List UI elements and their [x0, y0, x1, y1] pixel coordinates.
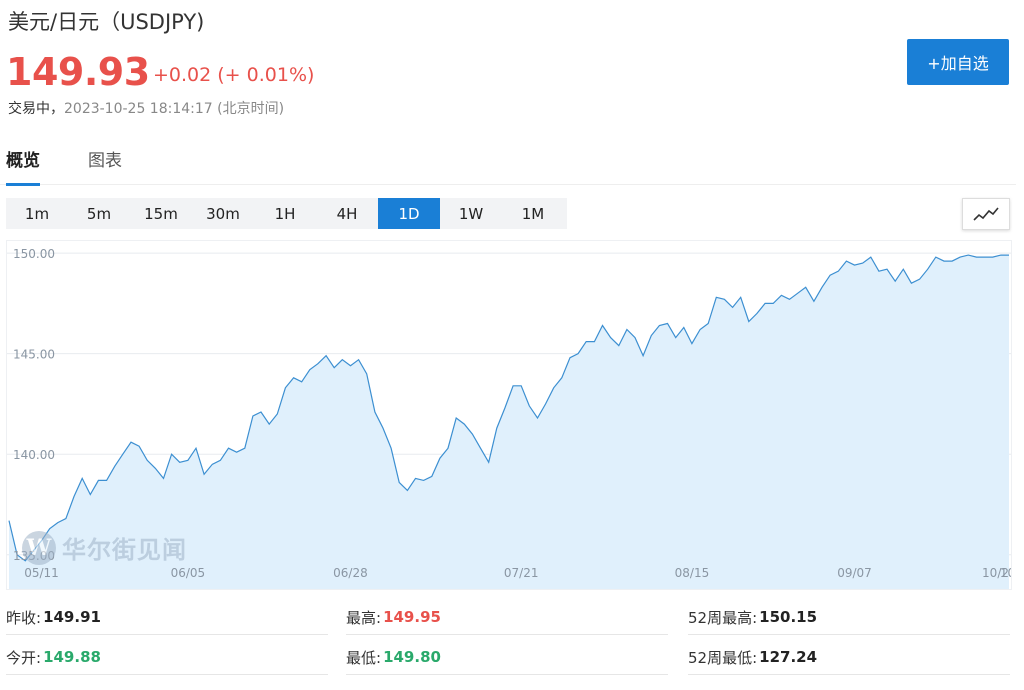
stat-label: 最高: [346, 608, 382, 627]
stat-value: 149.80 [383, 648, 441, 666]
period-15m[interactable]: 15m [144, 204, 178, 223]
x-tick-label: 05/11 [24, 566, 59, 580]
tab-chart[interactable]: 图表 [88, 151, 122, 171]
price-line [8, 254, 1009, 562]
line-chart-icon [973, 207, 999, 221]
add-watchlist-button[interactable]: +加自选 [907, 39, 1009, 85]
x-tick-label: 07/21 [504, 566, 539, 580]
stat-low: 最低: 149.80 [346, 640, 668, 675]
y-tick-label: 140.00 [13, 448, 55, 462]
stat-52w-low: 52周最低: 127.24 [688, 640, 1010, 675]
current-price: 149.93 [6, 50, 150, 94]
watermark-text: 华尔街见闻 [62, 535, 187, 564]
stat-value: 149.95 [383, 608, 441, 626]
x-tick-label: 06/28 [333, 566, 368, 580]
stat-52w-high: 52周最高: 150.15 [688, 600, 1010, 635]
price-area [9, 255, 1009, 589]
y-tick-label: 150.00 [13, 247, 55, 261]
stat-value: 149.88 [43, 648, 101, 666]
watermark: W 华尔街见闻 [22, 530, 187, 565]
y-tick-label: 145.00 [13, 348, 55, 362]
period-1mo[interactable]: 1M [521, 204, 545, 223]
period-1d[interactable]: 1D [378, 198, 440, 229]
stat-high: 最高: 149.95 [346, 600, 668, 635]
stat-label: 今开: [6, 648, 42, 667]
stat-prev-close: 昨收: 149.91 [6, 600, 328, 635]
watermark-logo-icon: W [22, 530, 56, 565]
chart-type-button[interactable] [962, 198, 1010, 230]
stat-label: 昨收: [6, 608, 42, 627]
tab-bar: 概览 图表 [0, 146, 1016, 186]
stat-label: 52周最低: [688, 648, 758, 667]
x-tick-label: 06/05 [171, 566, 206, 580]
stat-value: 150.15 [759, 608, 818, 626]
period-30m[interactable]: 30m [206, 204, 240, 223]
period-1m[interactable]: 1m [24, 204, 50, 223]
price-change: +0.02 (+ 0.01%) [153, 64, 315, 86]
stat-value: 149.91 [43, 608, 101, 626]
price-chart[interactable]: 135.00140.00145.00150.0005/1106/0506/280… [6, 240, 1024, 590]
page-title: 美元/日元（USDJPY) [8, 10, 205, 34]
stat-open: 今开: 149.88 [6, 640, 328, 675]
tab-overview[interactable]: 概览 [6, 146, 40, 186]
stat-label: 最低: [346, 648, 382, 667]
period-1h[interactable]: 1H [274, 204, 296, 223]
period-selector: 1m 5m 15m 30m 1H 4H 1D 1W 1M [6, 198, 567, 229]
price-chart-svg: 135.00140.00145.00150.0005/1106/0506/280… [7, 247, 1024, 589]
x-tick-label: 10/2 [982, 566, 1009, 580]
stat-value: 127.24 [759, 648, 818, 666]
x-tick-label: 09/07 [837, 566, 872, 580]
status-label: 交易中， [8, 101, 64, 117]
stat-label: 52周最高: [688, 608, 758, 627]
period-4h[interactable]: 4H [336, 204, 358, 223]
period-1w[interactable]: 1W [458, 204, 484, 223]
x-tick-label: 08/15 [675, 566, 710, 580]
timestamp: 2023-10-25 18:14:17 (北京时间) [64, 101, 285, 117]
period-5m[interactable]: 5m [86, 204, 112, 223]
trading-status: 交易中，2023-10-25 18:14:17 (北京时间) [8, 98, 284, 118]
